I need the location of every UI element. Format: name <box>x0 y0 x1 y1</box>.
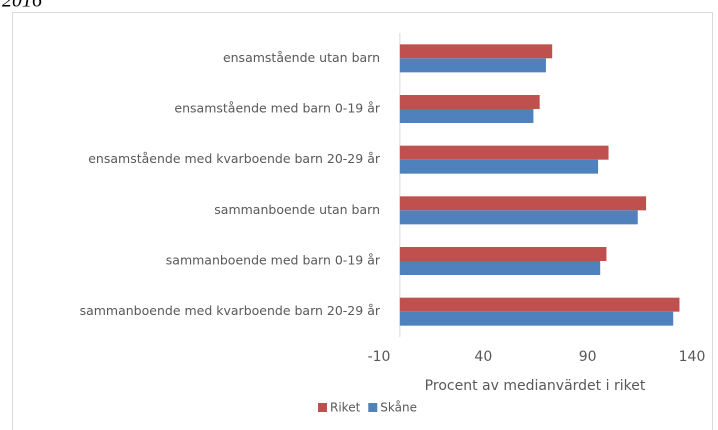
chart-title: 2016 <box>2 0 42 12</box>
y-tick-label: sammanboende med kvarboende barn 20-29 å… <box>80 303 381 318</box>
bar <box>399 44 553 59</box>
bar <box>399 297 680 312</box>
y-tick-label: ensamstående med kvarboende barn 20-29 å… <box>88 151 381 166</box>
x-tick-label: 40 <box>474 349 492 365</box>
legend-swatch <box>318 403 327 412</box>
bar <box>399 311 674 326</box>
x-tick-label: 90 <box>579 349 597 365</box>
bar <box>399 210 638 225</box>
bar <box>399 247 607 261</box>
x-tick-label: -10 <box>368 349 391 365</box>
bar <box>399 145 609 160</box>
bar <box>399 109 534 123</box>
bar <box>399 95 540 109</box>
bar <box>399 261 601 275</box>
y-tick-label: ensamstående utan barn <box>223 50 380 65</box>
bar <box>399 159 599 174</box>
legend-swatch <box>368 403 378 412</box>
y-tick-label: sammanboende utan barn <box>214 202 380 217</box>
x-axis-label: Procent av medianvärdet i riket <box>425 378 646 394</box>
bar <box>399 58 546 73</box>
legend-label: Riket <box>330 401 361 415</box>
y-tick-label: ensamstående med barn 0-19 år <box>174 101 380 116</box>
x-tick-label: 140 <box>679 349 706 365</box>
y-tick-label: sammanboende med barn 0-19 år <box>166 253 381 268</box>
chart-border <box>12 12 713 430</box>
legend-label: Skåne <box>380 401 417 415</box>
bar <box>399 196 647 211</box>
